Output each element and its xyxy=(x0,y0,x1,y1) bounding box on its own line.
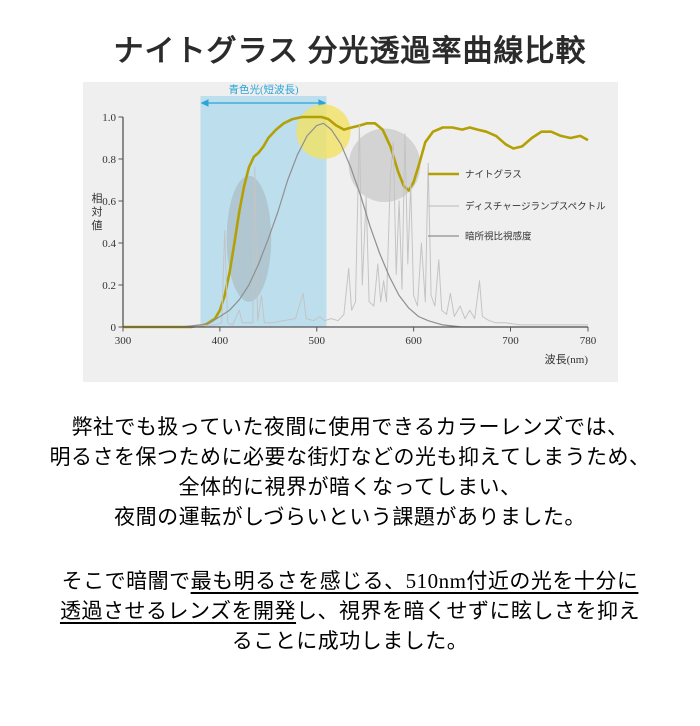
legend-label: ディスチャージランプスペクトル xyxy=(465,201,606,213)
paragraph-line: 透過させるレンズを開発し、視界を暗くせずに眩しさを抑え xyxy=(0,596,700,626)
underlined-text: 最も明るさを感じる、510nm付近の光を十分に xyxy=(190,569,639,593)
paragraph-text: し、視界を暗くせずに眩しさを抑え xyxy=(296,599,641,623)
page-title: ナイトグラス 分光透過率曲線比較 xyxy=(113,35,587,68)
x-tick-label: 700 xyxy=(502,335,519,347)
paragraph-line: 弊社でも扱っていた夜間に使用できるカラーレンズでは、 xyxy=(71,415,629,439)
product-info-page: ナイトグラス 分光透過率曲線比較 青色光(短波長) 300 400 500 600 700… xyxy=(0,26,700,726)
chart-highlight xyxy=(226,175,271,302)
paragraph-line: 夜間の運転がしづらいという課題がありました。 xyxy=(114,505,586,529)
y-tick-label: 0.2 xyxy=(102,280,116,292)
legend-label: 暗所視比視感度 xyxy=(465,231,532,243)
band-arrow-left-icon xyxy=(200,99,208,107)
paragraph-line: ることに成功しました。 xyxy=(0,626,700,656)
x-tick-label: 600 xyxy=(405,335,422,347)
x-axis-label: 波長(nm) xyxy=(544,353,588,366)
y-tick-label: 1.0 xyxy=(102,112,116,124)
x-tick-label: 500 xyxy=(308,335,325,347)
paragraph-line: そこで暗闇で最も明るさを感じる、510nm付近の光を十分に xyxy=(0,566,700,596)
series-line-discharge-lamp xyxy=(122,124,588,328)
chart-axes: 300 400 500 600 700 780 0 0.2 0.4 0.6 0.8 1.0 波長(nm)… xyxy=(91,112,596,366)
chart-highlight xyxy=(295,104,351,159)
paragraph-line: 明るさを保つために必要な街灯などの光も抑えてしまうため、 xyxy=(49,445,651,469)
y-tick-label: 0 xyxy=(110,322,116,334)
legend-label: ナイトグラス xyxy=(465,169,522,181)
x-tick-label: 780 xyxy=(579,335,596,347)
y-axis-label: 対 xyxy=(91,205,102,219)
paragraph-solution: そこで暗闇で最も明るさを感じる、510nm付近の光を十分に 透過させるレンズを開発… xyxy=(0,566,700,656)
y-tick-label: 0.6 xyxy=(102,196,116,208)
x-tick-label: 400 xyxy=(211,335,228,347)
y-axis-label: 相 xyxy=(91,192,102,205)
paragraph-text: そこで暗闇で xyxy=(61,569,191,593)
series-line-scotopic xyxy=(180,122,588,328)
spectral-transmittance-chart: 青色光(短波長) 300 400 500 600 700 780 0 0.2 0.4 0.6 0.8 1… xyxy=(82,82,618,382)
paragraph-text: ることに成功しました。 xyxy=(231,629,469,653)
x-tick-label: 300 xyxy=(114,335,131,347)
y-axis-label: 値 xyxy=(91,219,102,232)
paragraph-problem: 弊社でも扱っていた夜間に使用できるカラーレンズでは、 明るさを保つために必要な街… xyxy=(0,412,700,532)
legend-item-discharge-lamp: ディスチャージランプスペクトル xyxy=(427,201,606,213)
underlined-text: 透過させるレンズを開発 xyxy=(59,599,297,623)
paragraph-line: 全体的に視界が暗くなってしまい、 xyxy=(178,475,522,499)
legend-item-nightglass: ナイトグラス xyxy=(427,169,522,181)
y-tick-label: 0.4 xyxy=(102,238,116,250)
legend-item-scotopic: 暗所視比視感度 xyxy=(427,231,532,243)
band-label: 青色光(短波長) xyxy=(228,83,298,96)
spectral-chart: 青色光(短波長) 300 400 500 600 700 780 0 0.2 0.4 0.6 0.8 1… xyxy=(82,82,618,382)
series-line-nightglass xyxy=(122,115,589,329)
y-tick-label: 0.8 xyxy=(102,154,116,166)
